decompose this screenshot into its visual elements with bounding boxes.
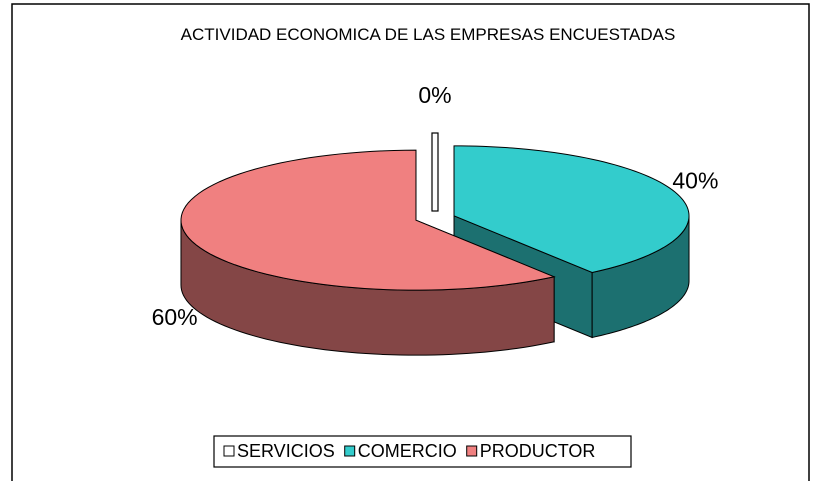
pie-slice-sliver [431, 132, 439, 212]
legend: SERVICIOS COMERCIO PRODUCTOR [213, 435, 632, 468]
chart-title: ACTIVIDAD ECONOMICA DE LAS EMPRESAS ENCU… [181, 25, 676, 44]
legend-swatch [466, 445, 478, 457]
data-label: 0% [418, 82, 451, 108]
legend-box [213, 435, 632, 468]
pie-slice-top [453, 145, 690, 273]
legend-swatch [344, 445, 356, 457]
data-label: 40% [672, 167, 718, 193]
legend-label: SERVICIOS [237, 441, 335, 461]
legend-label: COMERCIO [358, 441, 457, 461]
pie-slice-top [180, 149, 556, 291]
pie-slice [431, 132, 439, 212]
pie-slice [180, 149, 556, 356]
data-label: 60% [152, 304, 198, 330]
title-line: ACTIVIDAD ECONOMICA DE LAS EMPRESAS ENCU… [181, 25, 676, 44]
legend-label: PRODUCTOR [480, 441, 596, 461]
legend-swatch [223, 445, 235, 457]
